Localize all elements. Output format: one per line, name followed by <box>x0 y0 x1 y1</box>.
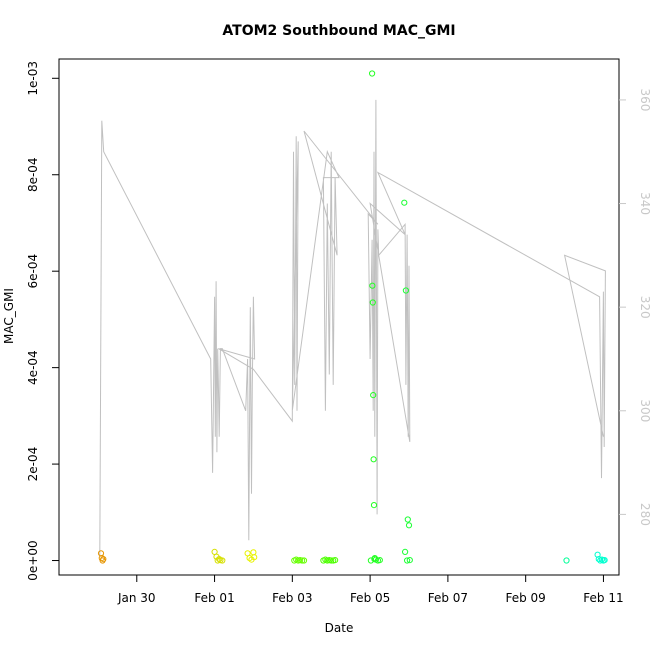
left-axis: 0e+00 2e-04 4e-04 6e-04 8e-04 1e-03 <box>26 61 59 581</box>
x-tick-label: Feb 03 <box>272 591 312 605</box>
y2-tick-label: 300 <box>638 399 650 422</box>
data-point <box>369 282 376 289</box>
x-tick-label: Feb 11 <box>583 591 623 605</box>
data-point <box>594 551 601 558</box>
y2-tick-label: 340 <box>638 192 650 215</box>
data-point <box>563 557 570 564</box>
data-point <box>300 557 308 564</box>
x-tick-label: Feb 07 <box>428 591 468 605</box>
chart-title: ATOM2 Southbound MAC_GMI <box>222 23 455 39</box>
data-point <box>405 522 413 529</box>
x-axis-label: Date <box>325 621 354 635</box>
data-point <box>214 557 221 564</box>
y-axis-label: MAC_GMI <box>2 288 16 344</box>
y2-tick-label: 320 <box>638 296 650 319</box>
data-point <box>376 557 383 564</box>
y-tick-label: 1e-03 <box>26 61 40 96</box>
x-tick-label: Feb 01 <box>194 591 234 605</box>
data-point <box>369 299 376 306</box>
x-axis: Jan 30 Feb 01 Feb 03 Feb 05 Feb 07 Feb 09 Feb … <box>117 575 624 605</box>
data-point <box>370 456 377 463</box>
plot-frame <box>58 58 620 576</box>
right-axis: 280 300 320 340 360 <box>619 88 650 526</box>
y-tick-label: 2e-04 <box>26 447 40 482</box>
y-tick-label: 6e-04 <box>26 254 40 289</box>
x-tick-label: Feb 05 <box>350 591 390 605</box>
data-point <box>299 557 306 564</box>
data-point <box>216 556 223 563</box>
y-tick-label: 4e-04 <box>26 350 40 385</box>
point-series-layer <box>97 70 608 564</box>
y-tick-label: 0e+00 <box>26 540 40 580</box>
y-tick-label: 8e-04 <box>26 157 40 192</box>
x-tick-label: Jan 30 <box>117 591 156 605</box>
data-point <box>401 199 408 206</box>
line-series-layer <box>99 99 606 556</box>
data-point <box>369 70 376 77</box>
data-point <box>370 502 378 509</box>
data-point <box>332 557 339 564</box>
x-tick-label: Feb 09 <box>505 591 545 605</box>
y2-tick-label: 360 <box>638 88 650 111</box>
data-point <box>370 392 377 399</box>
data-point <box>404 557 411 564</box>
data-point <box>601 557 608 564</box>
data-point <box>251 554 258 561</box>
data-point <box>402 287 409 294</box>
data-point <box>219 557 226 564</box>
y2-tick-label: 280 <box>638 503 650 526</box>
data-point <box>404 516 411 523</box>
data-point <box>328 557 335 564</box>
data-point <box>250 549 257 556</box>
data-point <box>402 548 409 556</box>
data-point <box>100 556 107 563</box>
data-point <box>406 557 413 564</box>
series-line <box>99 99 606 556</box>
